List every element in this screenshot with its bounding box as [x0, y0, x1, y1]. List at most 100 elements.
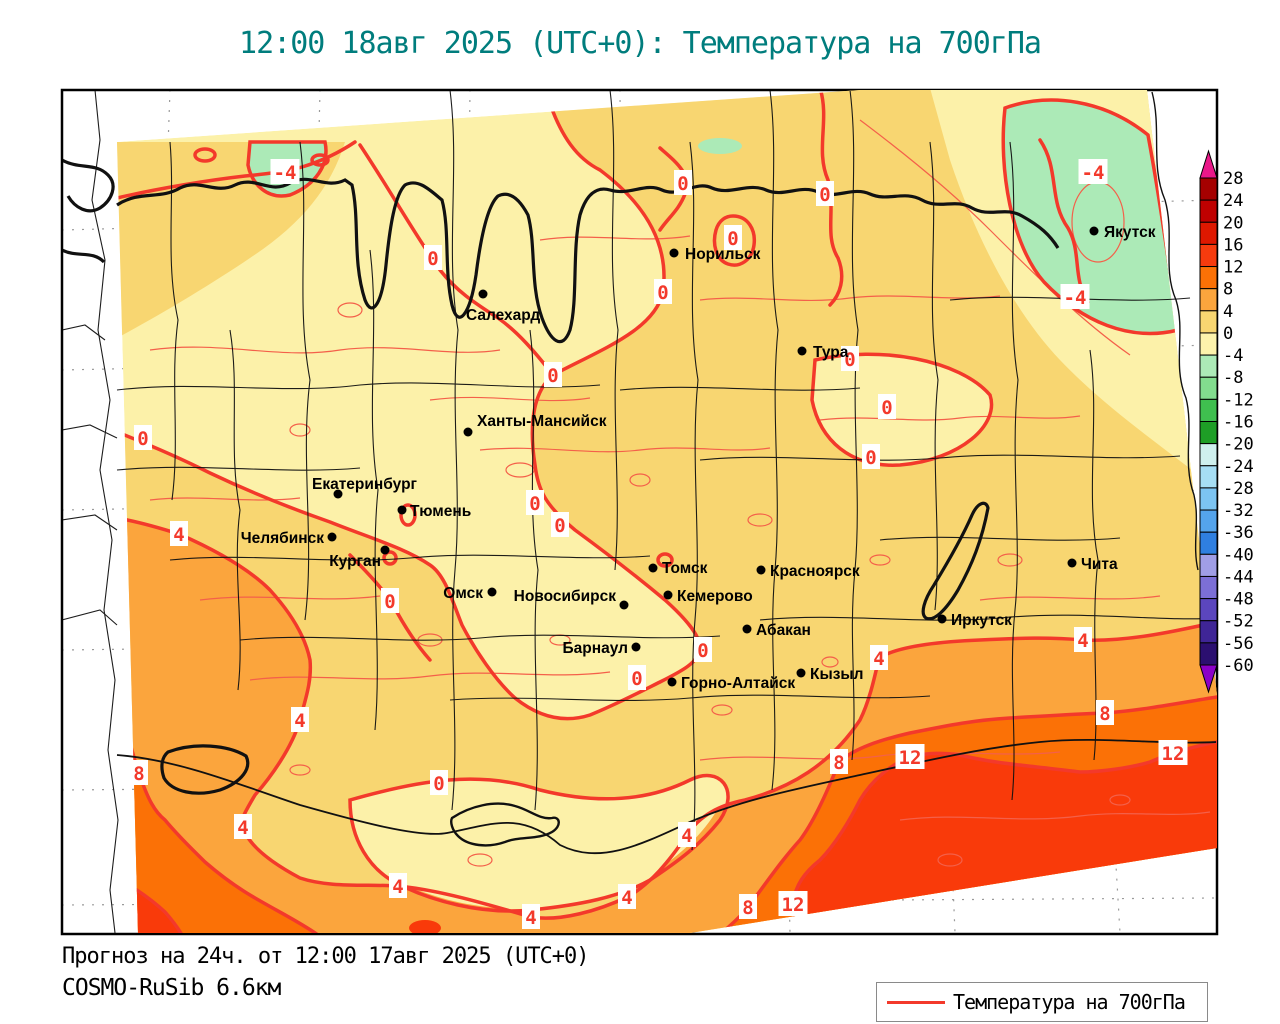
contour-label: 4	[237, 817, 248, 839]
city-dot	[663, 590, 673, 600]
contour-label: 0	[433, 773, 444, 795]
colorbar-block	[1199, 221, 1218, 245]
colorbar-tick-label: 0	[1223, 324, 1233, 344]
city-dot	[797, 346, 807, 356]
colorbar-block	[1199, 177, 1218, 201]
city-dot	[1089, 226, 1099, 236]
colorbar-block	[1199, 376, 1218, 400]
city-label: Якутск	[1104, 224, 1156, 241]
city-label: Салехард	[466, 307, 540, 324]
colorbar-tick-label: -36	[1223, 523, 1254, 543]
contour-label-chip	[134, 425, 152, 450]
contour-label: 4	[294, 710, 305, 732]
model-name-text: COSMO-RuSib 6.6км	[62, 975, 281, 1001]
city-label: Иркутск	[951, 612, 1012, 629]
city-label: Томск	[662, 560, 708, 577]
legend-box: Температура на 700гПа	[876, 982, 1208, 1022]
colorbar-block	[1199, 553, 1218, 577]
city-label: Тюмень	[410, 503, 471, 520]
contour-label-chip	[678, 822, 696, 847]
contour-label-chip	[270, 159, 300, 184]
contour-label-chip	[170, 521, 188, 546]
legend-label: Температура на 700гПа	[953, 990, 1186, 1014]
city-dot	[380, 545, 390, 555]
contour-label: 0	[844, 349, 855, 371]
colorbar-tick-label: -56	[1223, 634, 1254, 654]
legend-line-sample	[887, 1000, 945, 1004]
city-dot	[669, 248, 679, 258]
forecast-info-text: Прогноз на 24ч. от 12:00 17авг 2025 (UTC…	[62, 944, 590, 969]
city-label: Тура	[813, 344, 849, 361]
colorbar-tick-label: -60	[1223, 656, 1254, 676]
contour-label: 0	[819, 184, 830, 206]
colorbar-block	[1199, 354, 1218, 378]
city-dot	[478, 289, 488, 299]
contour-label: 4	[1077, 630, 1088, 652]
colorbar-block	[1199, 642, 1218, 666]
contour-label: 4	[392, 876, 403, 898]
contour-label-chip	[895, 744, 925, 769]
colorbar-block	[1199, 310, 1218, 334]
contour-label-chip	[1096, 700, 1114, 725]
colorbar-tick-label: 20	[1223, 213, 1243, 233]
contour-label-chip	[778, 891, 808, 916]
city-dot	[742, 624, 752, 634]
contour-label-chip	[1074, 627, 1092, 652]
colorbar-block	[1199, 266, 1218, 290]
contour-label: 0	[529, 493, 540, 515]
contour-label: 12	[782, 894, 805, 916]
city-label: Курган	[329, 553, 381, 570]
lake-and-national-border	[116, 91, 1216, 855]
colorbar-tick-label: 8	[1223, 280, 1233, 300]
colorbar-block	[1199, 531, 1218, 555]
colorbar-block	[1199, 199, 1218, 223]
contour-label-chip	[526, 490, 544, 515]
contour-label-chip	[291, 707, 309, 732]
colorbar-block	[1199, 487, 1218, 511]
minor-contours	[149, 119, 1211, 867]
contour-label: 0	[697, 640, 708, 662]
contour-label: 12	[899, 747, 922, 769]
colorbar-tick-label: 24	[1223, 191, 1243, 211]
contour-label: 12	[1162, 743, 1185, 765]
contour-label: 0	[881, 397, 892, 419]
city-dot	[333, 489, 343, 499]
colorbar: 2824201612840-4-8-12-16-20-24-28-32-36-4…	[1199, 149, 1254, 694]
admin-borders	[63, 91, 1216, 933]
city-dot	[463, 427, 473, 437]
city-label: Барнаул	[563, 640, 628, 657]
city-label: Новосибирск	[514, 588, 617, 605]
contour-label: 0	[137, 428, 148, 450]
contour-label: 0	[427, 248, 438, 270]
contour-label-chip	[862, 444, 880, 469]
colorbar-tick-label: -28	[1223, 479, 1254, 499]
geography-lines	[63, 91, 1216, 933]
colorbar-tick-label: -48	[1223, 590, 1254, 610]
city-dot	[648, 563, 658, 573]
colorbar-tick-label: -24	[1223, 457, 1254, 477]
colorbar-block	[1199, 509, 1218, 533]
colorbar-tick-label: -12	[1223, 390, 1254, 410]
city-dot	[327, 532, 337, 542]
contour-label: 0	[727, 228, 738, 250]
contour-label: 4	[621, 887, 632, 909]
contour-label: 8	[133, 763, 144, 785]
contour-label: 0	[657, 282, 668, 304]
contour-label: 4	[525, 907, 536, 929]
contour-label-chip	[522, 904, 540, 929]
region-green-yakutsk	[1003, 100, 1178, 334]
city-dot	[937, 614, 947, 624]
contour-label-chip	[551, 512, 569, 537]
colorbar-tick-label: -20	[1223, 435, 1254, 455]
city-label: Челябинск	[241, 530, 324, 547]
contour-label: -4	[274, 162, 297, 184]
city-label: Екатеринбург	[312, 476, 418, 493]
contour-label-chip	[830, 749, 848, 774]
colorbar-block	[1199, 243, 1218, 268]
contour-label-chip	[870, 645, 888, 670]
colorbar-block	[1199, 443, 1218, 467]
city-label: Норильск	[685, 246, 761, 263]
city-label: Кемерово	[677, 588, 753, 605]
